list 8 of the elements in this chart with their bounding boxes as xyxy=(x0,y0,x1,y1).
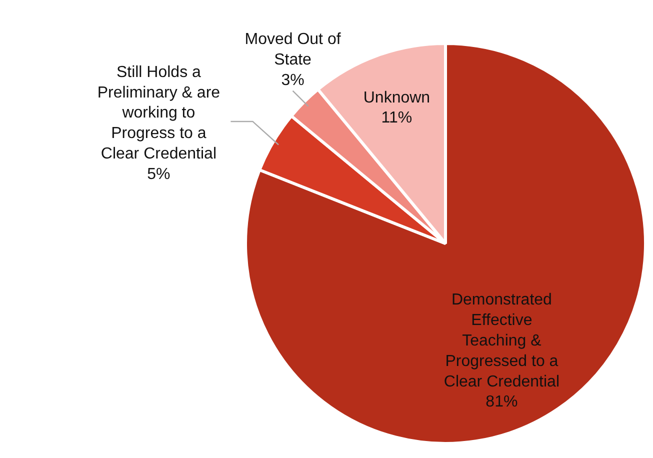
data-label: 5% xyxy=(147,166,170,183)
data-label: 3% xyxy=(281,72,304,89)
slice-label: Moved Out of State xyxy=(244,31,342,69)
slice-label: Unknown xyxy=(363,89,430,106)
slice-label: Demonstrated Effective Teaching & Progressed to a Clear Credential xyxy=(444,292,560,390)
slice-label: Still Holds a Preliminary & are working to Progress to a Clear Credential xyxy=(97,64,220,162)
data-label: 11% xyxy=(381,110,412,127)
data-label: 81% xyxy=(486,394,518,411)
